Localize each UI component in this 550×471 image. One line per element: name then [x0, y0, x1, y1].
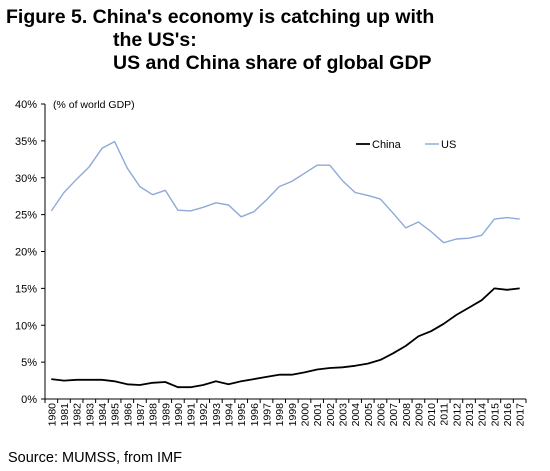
x-tick-label: 2015: [489, 403, 501, 427]
x-tick-label: 2017: [515, 403, 527, 427]
x-tick-label: 1982: [72, 403, 84, 427]
x-tick-label: 1983: [84, 403, 96, 427]
series-line-china: [51, 287, 520, 389]
x-tick-label: 2010: [426, 403, 438, 427]
y-tick-label: 10%: [15, 320, 37, 332]
unit-label: (% of world GDP): [53, 99, 135, 111]
x-tick-label: 2008: [401, 403, 413, 427]
x-tick-label: 1981: [59, 403, 71, 427]
y-tick-label: 35%: [15, 136, 37, 148]
chart-series: [50, 140, 520, 389]
legend-label-china: China: [372, 139, 402, 151]
x-tick-label: 1989: [160, 403, 172, 427]
x-tick-label: 1998: [274, 403, 286, 427]
x-tick-label: 2005: [363, 403, 375, 427]
x-tick-label: 2016: [502, 403, 514, 427]
x-tick-label: 1997: [262, 403, 274, 427]
x-tick-label: 1999: [287, 403, 299, 427]
x-tick-label: 2002: [325, 403, 337, 427]
x-tick-label: 2007: [388, 403, 400, 427]
y-tick-label: 40%: [15, 99, 37, 111]
x-tick-label: 2014: [477, 403, 489, 427]
x-tick-label: 2003: [337, 403, 349, 427]
title-line-2: the US's:: [113, 29, 197, 51]
x-tick-label: 2011: [439, 403, 451, 426]
x-tick-label: 1992: [198, 403, 210, 427]
x-tick-label: 1993: [211, 403, 223, 427]
y-tick-label: 30%: [15, 173, 37, 185]
x-tick-label: 2004: [350, 403, 362, 427]
x-tick-label: 2009: [413, 403, 425, 427]
title-line-1: Figure 5. China's economy is catching up…: [6, 6, 435, 28]
x-tick-label: 1984: [97, 403, 109, 427]
y-tick-label: 0%: [21, 394, 37, 406]
x-tick-label: 1991: [186, 403, 198, 427]
x-tick-label: 2000: [299, 403, 311, 427]
x-tick-label: 1988: [148, 403, 160, 427]
y-axis-ticks: 0% 5% 10% 15% 20% 25% 30% 35% 40%: [15, 99, 45, 406]
legend-label-us: US: [441, 139, 456, 151]
chart-legend: China US: [356, 139, 456, 151]
line-chart: 0%5%10%15%20%25%30%35%40% 1980 1981 1982 19…: [15, 99, 527, 427]
y-tick-label: 5%: [21, 357, 37, 369]
x-tick-label: 1980: [46, 403, 58, 427]
x-tick-label: 1994: [224, 403, 236, 427]
x-tick-label: 2006: [375, 403, 387, 427]
x-tick-label: 1987: [135, 403, 147, 427]
x-tick-label: 2012: [451, 403, 463, 427]
x-tick-label: 2001: [312, 403, 324, 427]
y-tick-label: 15%: [15, 283, 37, 295]
y-tick-label: 25%: [15, 210, 37, 222]
chart-title: Figure 5. China's economy is catching up…: [6, 6, 546, 75]
y-tick-label: 20%: [15, 247, 37, 259]
series-line-us: [50, 140, 520, 244]
x-tick-label: 1986: [122, 403, 134, 427]
source-note: Source: MUMSS, from IMF: [8, 450, 183, 466]
x-tick-label: 1990: [173, 403, 185, 427]
x-tick-label: 1985: [110, 403, 122, 427]
x-tick-label: 2013: [464, 403, 476, 427]
x-axis-ticks: 1980 1981 1982 1983 1984 1985 1986 1987 1988 1989…: [44, 399, 527, 427]
x-tick-label: 1996: [249, 403, 261, 427]
title-line-3: US and China share of global GDP: [113, 52, 432, 74]
x-tick-label: 1995: [236, 403, 248, 427]
